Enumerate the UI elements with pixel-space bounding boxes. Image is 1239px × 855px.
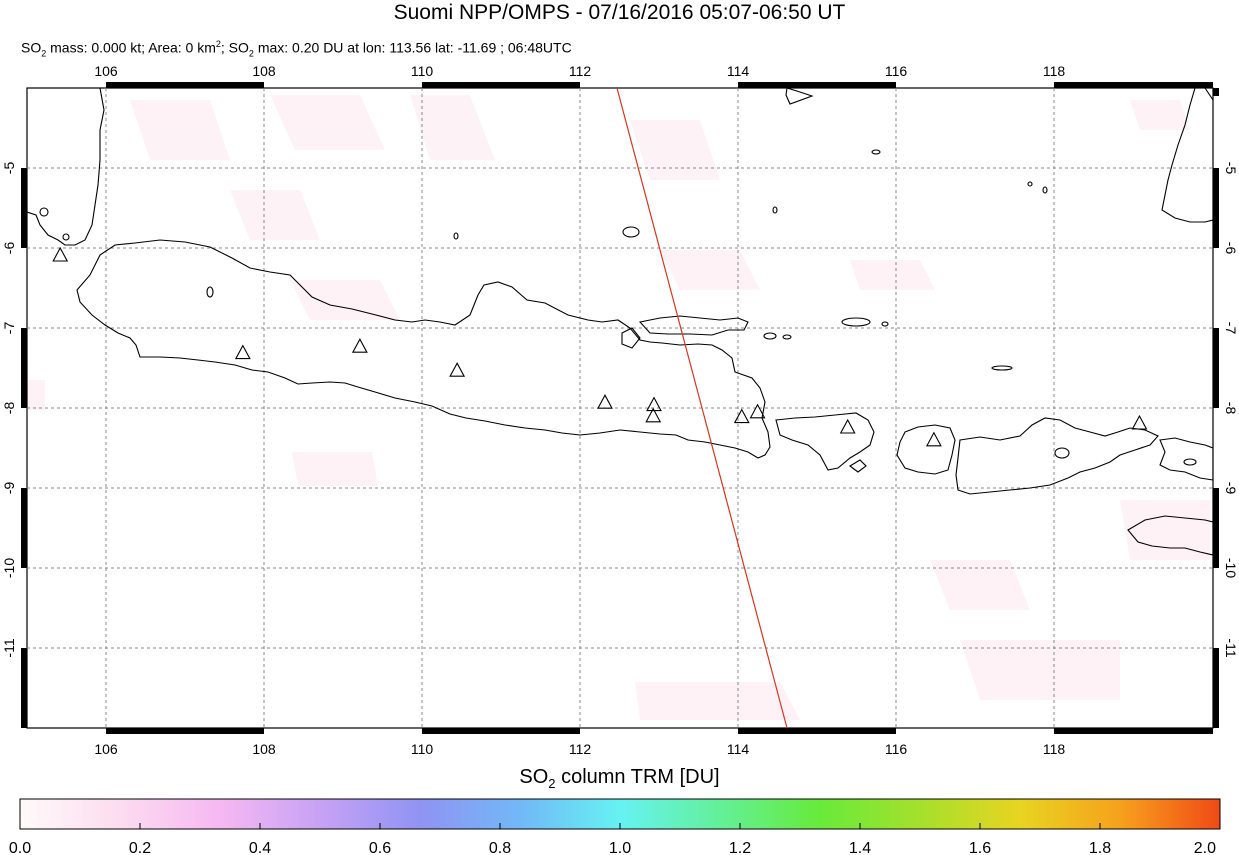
lon-labels-top: 106 108 110 112 114 116 118 [94,63,1065,79]
lat-label-6-right: -6 [1223,242,1239,255]
lon-label-108-top: 108 [252,63,276,79]
map-title: Suomi NPP/OMPS - 07/16/2016 05:07-06:50 … [393,1,846,24]
colorbar-ticks [139,823,1101,829]
lat-label-11-right: -11 [1223,638,1239,657]
cb-label-9: 1.8 [1089,840,1111,855]
lombok-coastline [896,424,956,475]
lat-label-5-right: -5 [1223,162,1239,175]
coastlines [27,88,1213,556]
lon-label-114-top: 114 [727,63,750,79]
sulawesi-coastline [1161,88,1213,223]
graticule [27,88,1213,728]
cb-label-8: 1.6 [969,840,991,855]
lon-label-112-top: 112 [569,63,592,79]
lon-label-106-bottom: 106 [94,741,118,757]
lon-label-108-bottom: 108 [252,741,276,757]
cb-label-2: 0.4 [249,840,271,855]
volcano-triangle-icon [646,396,662,412]
lat-label-11-left: -11 [1,638,17,657]
cb-label-10: 2.0 [1194,840,1216,855]
lat-label-9-left: -9 [1,482,17,495]
cb-label-5: 1.0 [609,840,631,855]
volcano-triangle-icon [749,403,766,419]
lat-label-10-right: -10 [1223,558,1239,578]
sumba-coastline [1127,515,1213,556]
map-subtitle: SO2 mass: 0.000 kt; Area: 0 km2; SO2 max… [21,39,572,59]
lat-label-8-left: -8 [1,402,17,415]
lon-label-118-bottom: 118 [1043,741,1066,757]
lat-labels-right: -5 -6 -7 -8 -9 -10 -11 [1223,162,1239,658]
orbit-track-line [616,88,788,728]
volcano-triangle-icon [351,338,368,353]
lon-label-118-top: 118 [1043,63,1066,79]
lat-label-10-left: -10 [1,558,17,578]
cb-label-0: 0.0 [9,840,31,855]
lon-label-110-top: 110 [411,63,434,79]
lat-label-7-right: -7 [1223,322,1239,335]
cb-label-7: 1.4 [849,840,871,855]
lon-label-106-top: 106 [94,63,118,79]
volcano-triangle-icon [597,394,613,409]
volcano-markers [52,246,1148,447]
lon-label-116-bottom: 116 [885,741,908,757]
bali-coastline [775,412,875,471]
volcano-triangle-icon [645,407,662,423]
lat-label-8-right: -8 [1223,402,1239,415]
sumatra-coastline [27,88,105,246]
volcano-triangle-icon [449,362,466,377]
cb-label-1: 0.2 [129,840,151,855]
flores-coastline [1159,437,1213,481]
so2-background-patches [27,95,1210,720]
colorbar-title: SO2 column TRM [DU] [519,766,720,791]
lon-label-110-bottom: 110 [411,741,434,757]
madura-coastline [638,315,749,336]
volcano-triangle-icon [925,431,942,447]
volcano-triangle-icon [234,344,251,360]
cb-label-3: 0.6 [369,840,391,855]
lat-labels-left: -5 -6 -7 -8 -9 -10 -11 [1,162,17,658]
borneo-coastline [785,88,814,105]
lon-label-116-top: 116 [885,63,908,79]
volcano-triangle-icon [839,418,856,434]
lon-labels-bottom: 106 108 110 112 114 116 118 [94,741,1065,757]
colorbar-tick-labels: 0.0 0.2 0.4 0.6 0.8 1.0 1.2 1.4 1.6 1.8 … [9,840,1216,855]
volcano-triangle-icon [733,408,750,424]
axis-border-ticks [21,82,1219,734]
cb-label-4: 0.8 [489,840,511,855]
sulawesi-east [1204,88,1213,101]
lat-label-9-right: -9 [1223,482,1239,495]
lat-label-7-left: -7 [1,322,17,335]
volcano-triangle-icon [52,246,69,262]
lat-label-6-left: -6 [1,242,17,255]
volcano-triangle-icon [1131,414,1148,430]
cb-label-6: 1.2 [729,840,751,855]
lon-label-114-bottom: 114 [727,741,750,757]
sumbawa-coastline [955,417,1159,495]
lat-label-5-left: -5 [1,162,17,175]
java-coastline [76,239,771,459]
lon-label-112-bottom: 112 [569,741,592,757]
